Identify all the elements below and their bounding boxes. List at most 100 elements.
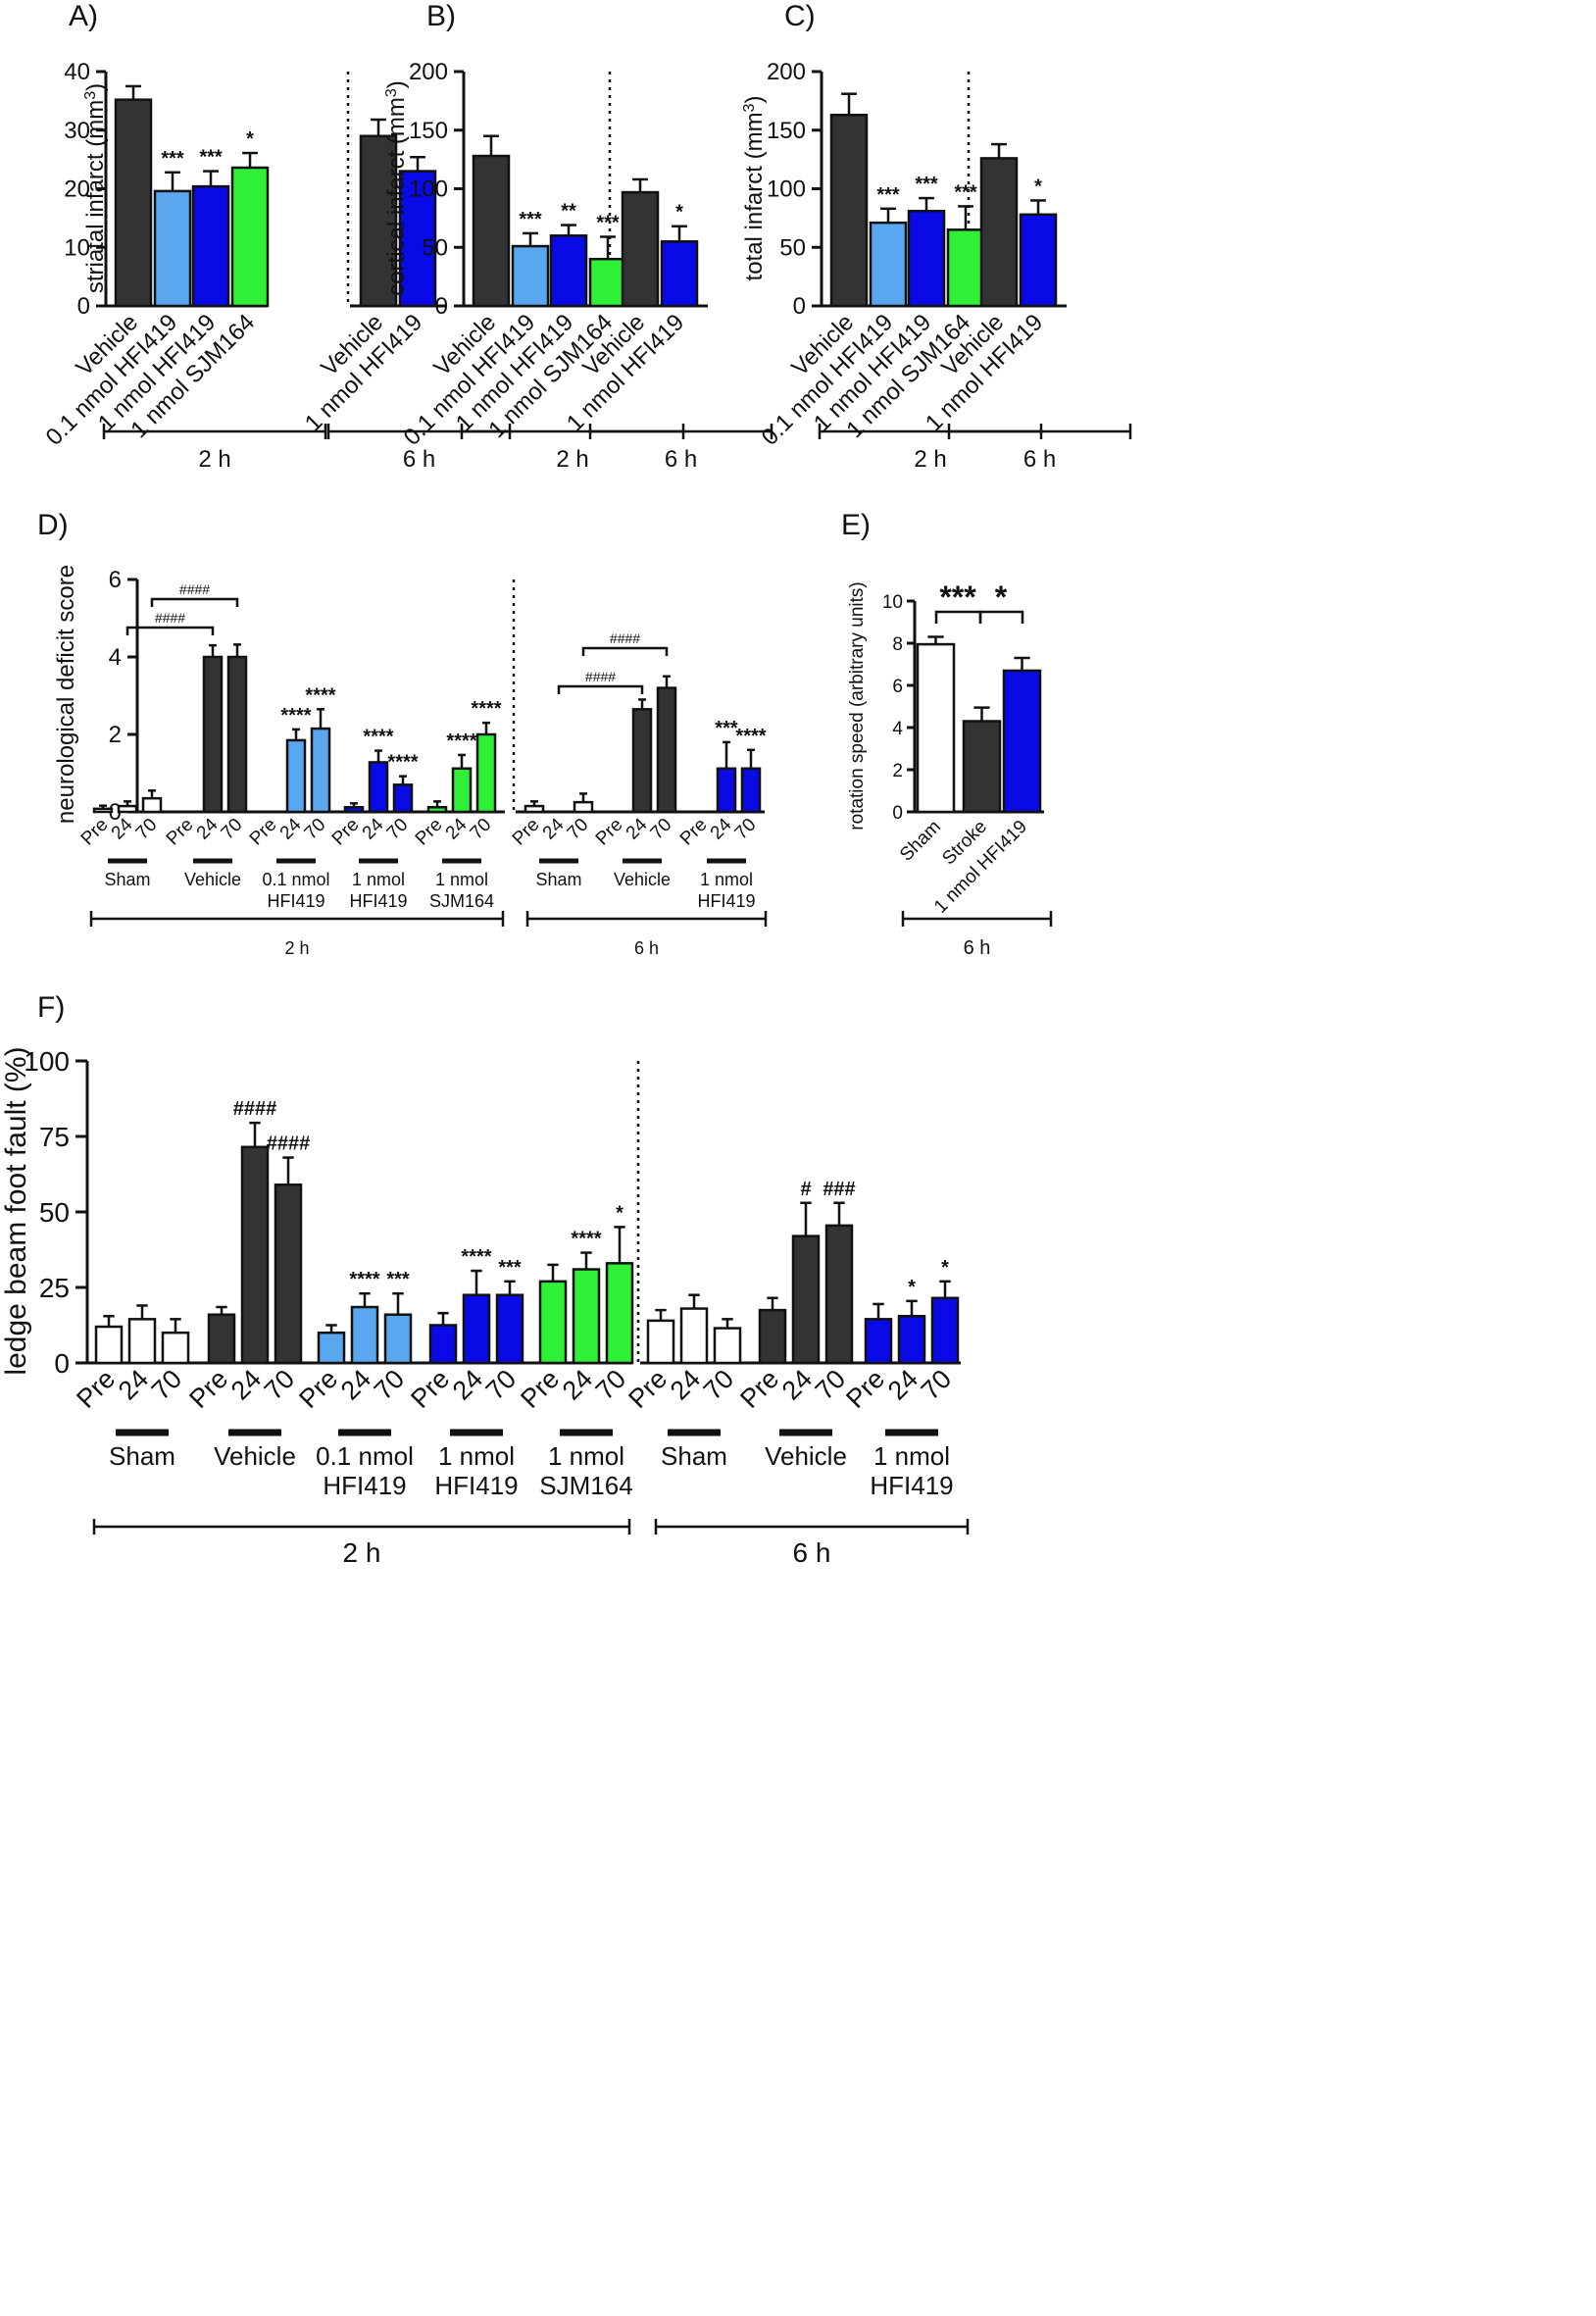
- panel-D-bar: [368, 761, 389, 814]
- panel-F-bar: [791, 1234, 821, 1365]
- panel-D-bar: [740, 767, 762, 814]
- panel-C-ytick-label: 100: [767, 176, 806, 203]
- panel-E-ylabel: rotation speed (arbitrary units): [847, 581, 868, 830]
- panel-D-timepoint-label: Pre: [163, 815, 198, 850]
- panel-F-timepoint-label: 70: [698, 1364, 739, 1405]
- panel-F-group-label: 1 nmol HFI419: [870, 1441, 953, 1500]
- panel-F-timepoint-label: 70: [590, 1364, 631, 1405]
- panel-B-ylabel: cortical infarct (mm3): [383, 80, 411, 296]
- panel-D-significance: ****: [363, 727, 393, 748]
- panel-F-bar: [897, 1315, 926, 1365]
- panel-F-timepoint-label: Pre: [734, 1364, 784, 1414]
- panel-E-ytick-label: 6: [892, 677, 903, 697]
- panel-F-bar: [127, 1318, 157, 1365]
- panel-F-label: F): [37, 991, 65, 1024]
- panel-A-significance: ***: [199, 147, 223, 169]
- panel-C-bar: [1019, 213, 1058, 308]
- panel-F-group-label: Sham: [109, 1441, 175, 1471]
- panel-E-group-6h-label: 6 h: [964, 937, 991, 959]
- panel-C-bar: [979, 157, 1019, 308]
- panel-D-timepoint-label: 70: [731, 815, 761, 844]
- panel-C-ytick-label: 150: [767, 118, 806, 144]
- panel-D-hash-bracket: [150, 597, 239, 607]
- panel-D-bar: [451, 767, 473, 814]
- panel-F-significance: *: [908, 1277, 916, 1298]
- panel-D-label: D): [37, 509, 69, 541]
- panel-F-timepoint-label: Pre: [293, 1364, 343, 1414]
- panel-A-ytick-label: 40: [64, 59, 90, 85]
- panel-D-timepoint-label: 70: [132, 815, 162, 844]
- panel-F-timepoint-label: 70: [810, 1364, 851, 1405]
- panel-F-timepoint-label: Pre: [623, 1364, 673, 1414]
- panel-C-bar: [907, 209, 946, 308]
- panel-C-bar: [869, 221, 908, 308]
- panel-F-significance: *: [941, 1257, 949, 1279]
- panel-D-timepoint-label: Pre: [509, 815, 544, 850]
- panel-C-group-6h-label: 6 h: [1023, 446, 1056, 473]
- panel-F-bar: [495, 1293, 524, 1365]
- panel-F-ylabel: ledge beam foot fault (%): [0, 1046, 32, 1375]
- panel-A-ytick-label: 20: [64, 176, 90, 203]
- panel-C-group-2h-label: 2 h: [914, 446, 946, 473]
- panel-F-significance: ####: [233, 1098, 277, 1120]
- panel-F-significance: ***: [498, 1257, 522, 1279]
- panel-A-bar: [153, 189, 192, 308]
- panel-D-significance: ****: [471, 698, 501, 720]
- panel-D-group-label: Vehicle: [184, 870, 241, 889]
- panel-E-comparison-label: ***: [939, 579, 976, 615]
- panel-B-significance: ***: [519, 209, 542, 230]
- panel-D-bar: [141, 796, 163, 814]
- panel-E-ytick-label: 4: [892, 719, 903, 739]
- panel-F-bar: [572, 1268, 601, 1365]
- panel-E-ytick-label: 2: [892, 761, 903, 781]
- panel-B-ytick-label: 150: [409, 118, 448, 144]
- panel-F-bar: [646, 1319, 675, 1365]
- panel-B-bar: [472, 154, 511, 308]
- panel-D-hash-label: ####: [585, 669, 616, 684]
- panel-D-timepoint-label: 70: [383, 815, 413, 844]
- panel-D-group-label: Sham: [104, 870, 150, 889]
- panel-E: E) rotation speed (arbitrary units) 0 2 4 6 8 1…: [841, 509, 1053, 959]
- panel-B-bar: [549, 234, 588, 308]
- panel-A-bar: [114, 98, 153, 308]
- panel-D-ytick-label: 2: [109, 722, 122, 748]
- panel-D-timepoint-label: 70: [301, 815, 330, 844]
- panel-F-timepoint-label: 70: [480, 1364, 522, 1405]
- panel-D-bar: [285, 738, 307, 814]
- panel-F-timepoint-label: Pre: [71, 1364, 121, 1414]
- panel-F-bar: [713, 1327, 742, 1365]
- panel-D-significance: ****: [305, 684, 335, 706]
- panel-D-bar: [117, 804, 138, 814]
- panel-F-ytick-label: 75: [39, 1122, 70, 1152]
- panel-F-timepoint-label: 70: [369, 1364, 410, 1405]
- panel-B-ytick-label: 200: [409, 59, 448, 85]
- panel-D-bar: [475, 732, 497, 814]
- panel-F-group-label: Sham: [661, 1441, 727, 1471]
- panel-F-bar: [538, 1280, 568, 1365]
- panel-E-ytick-label: 10: [882, 592, 903, 613]
- panel-F-significance: ****: [461, 1246, 491, 1268]
- panel-D-group-2h-label: 2 h: [284, 938, 309, 958]
- panel-F-significance: ****: [571, 1229, 601, 1250]
- panel-B-significance: ***: [596, 212, 620, 233]
- panel-E-ytick-label: 8: [892, 634, 903, 655]
- panel-D-hash-bracket: [557, 684, 644, 694]
- panel-E-bar: [1002, 669, 1042, 814]
- panel-F-significance: ****: [349, 1269, 379, 1290]
- panel-D-bar: [426, 806, 448, 814]
- panel-D-group-label: 1 nmol HFI419: [349, 870, 407, 911]
- panel-D-hash-label: ####: [179, 581, 210, 597]
- panel-B-bar: [588, 257, 627, 308]
- panel-B-significance: **: [561, 201, 576, 223]
- panel-F-ytick-label: 100: [24, 1046, 70, 1077]
- panel-D-group-label: Vehicle: [614, 870, 671, 889]
- panel-A-significance: *: [246, 128, 254, 150]
- panel-F-group-label: Vehicle: [214, 1441, 296, 1471]
- panel-D-bar: [524, 804, 545, 814]
- panel-D-group-6h-label: 6 h: [634, 938, 659, 958]
- panel-F-bar: [428, 1324, 458, 1365]
- panel-D-timepoint-label: 70: [467, 815, 496, 844]
- panel-D-group-label: 1 nmol HFI419: [697, 870, 755, 911]
- panel-F-ytick-label: 0: [54, 1348, 70, 1379]
